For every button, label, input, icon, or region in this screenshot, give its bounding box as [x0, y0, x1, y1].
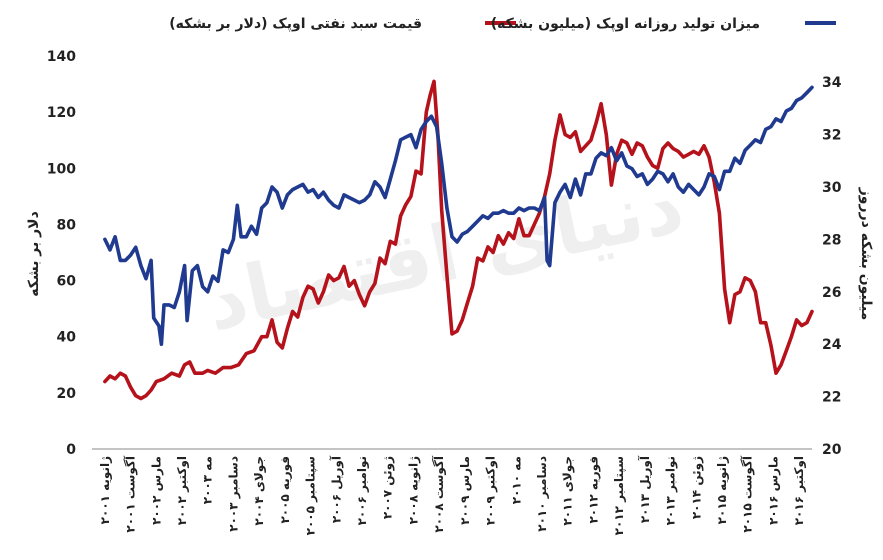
x-tick-label: نوامبر ۲۰۰۶: [355, 456, 370, 525]
x-tick-label: اوکتبر ۲۰۰۲: [175, 456, 190, 525]
x-tick-label: آگوست ۲۰۰۸: [431, 455, 447, 532]
series-layer: [103, 79, 814, 401]
right-tick-label: 20: [822, 442, 842, 458]
x-tick-label: آگوست ۲۰۰۱: [123, 455, 139, 532]
x-tick-label: مارس ۲۰۰۲: [149, 456, 163, 525]
left-tick-label: 80: [57, 217, 77, 233]
x-tick-label: مارس ۲۰۰۹: [458, 456, 472, 525]
x-tick-label: فوریه ۲۰۰۵: [278, 456, 293, 524]
left-tick-label: 40: [57, 330, 77, 346]
right-tick-label: 26: [822, 285, 841, 301]
x-tick-label: دسامبر ۲۰۱۰: [535, 456, 549, 532]
right-tick-label: 28: [822, 232, 841, 248]
right-tick-label: 30: [822, 180, 842, 196]
left-axis: 0 20 40 60 80 100 120 140: [47, 49, 76, 458]
series-line-price: [103, 79, 814, 401]
x-tick-label: اوکتبر ۲۰۱۶: [792, 456, 807, 525]
x-tick-label: آگوست ۲۰۱۵: [740, 455, 756, 532]
left-tick-label: 20: [57, 386, 77, 402]
series-line-production: [103, 85, 814, 347]
x-tick-label: جولای ۲۰۰۴: [252, 456, 267, 526]
x-tick-label: ژوئن ۲۰۱۴: [689, 456, 704, 519]
x-tick-label: اوکتبر ۲۰۰۹: [484, 456, 499, 525]
x-axis: ژانویه ۲۰۰۱ آگوست ۲۰۰۱ مارس ۲۰۰۲ اوکتبر ۲۰۰…: [98, 455, 807, 535]
legend-label-price: قیمت سبد نفتی اوپک (دلار بر بشکه): [169, 16, 422, 32]
legend-label-production: میزان تولید روزانه اوپک (میلیون بشکه): [491, 16, 760, 32]
x-tick-label: سپتامبر ۲۰۰۵: [304, 456, 318, 535]
x-tick-label: مه ۲۰۰۳: [201, 456, 215, 504]
left-tick-label: 60: [57, 274, 77, 290]
left-tick-label: 100: [47, 161, 76, 177]
x-tick-label: آوریل ۲۰۱۳: [637, 455, 653, 523]
left-axis-title: دلار بر بشکه: [26, 211, 42, 297]
right-tick-label: 34: [822, 75, 842, 91]
x-tick-label: مه ۲۰۱۰: [509, 456, 523, 504]
x-tick-label: ژانویه ۲۰۰۱: [98, 456, 113, 524]
x-tick-label: ژانویه ۲۰۰۸: [406, 456, 421, 524]
right-axis-title: میلیون بشکه درروز: [858, 187, 874, 321]
x-tick-label: مارس ۲۰۱۶: [766, 456, 780, 525]
x-tick-label: ژانویه ۲۰۱۵: [715, 456, 730, 524]
right-tick-label: 22: [822, 390, 841, 406]
x-tick-label: ژوئن ۲۰۰۷: [381, 456, 396, 519]
x-tick-label: فوریه ۲۰۱۲: [586, 456, 601, 524]
x-tick-label: سپتامبر ۲۰۱۲: [612, 456, 626, 535]
legend: قیمت سبد نفتی اوپک (دلار بر بشکه) میزان …: [169, 16, 836, 32]
x-tick-label: آوریل ۲۰۰۶: [328, 455, 344, 523]
x-tick-label: دسامبر ۲۰۰۳: [226, 456, 240, 532]
right-axis: 20 22 24 26 28 30 32 34: [822, 75, 842, 458]
left-tick-label: 0: [66, 442, 76, 458]
x-tick-label: جولای ۲۰۱۱: [561, 456, 576, 526]
right-tick-label: 24: [822, 337, 842, 353]
right-tick-label: 32: [822, 128, 841, 144]
x-tick-label: نوامبر ۲۰۱۳: [664, 456, 679, 525]
left-tick-label: 120: [47, 105, 76, 121]
left-tick-label: 140: [47, 49, 76, 65]
